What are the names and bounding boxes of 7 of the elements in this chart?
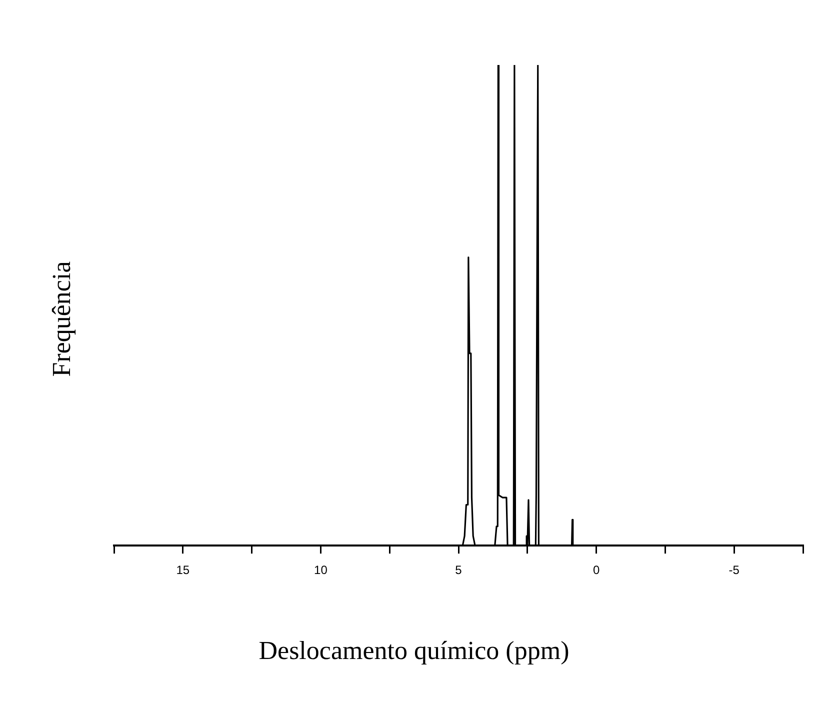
x-tick-label: 0 bbox=[592, 563, 600, 578]
x-tick-label: -5 bbox=[728, 563, 740, 578]
x-tick-label: 10 bbox=[314, 563, 328, 578]
y-axis-title: Frequência bbox=[47, 260, 77, 379]
x-tick-label: 5 bbox=[455, 563, 462, 578]
x-tick-label: 15 bbox=[176, 563, 190, 578]
x-axis-title: Deslocamento químico (ppm) bbox=[258, 636, 570, 666]
